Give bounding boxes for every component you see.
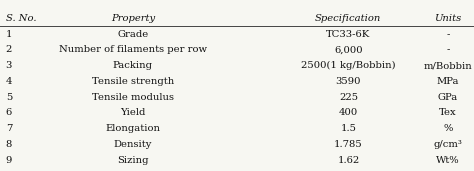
Text: Packing: Packing: [113, 61, 153, 70]
Text: 225: 225: [339, 93, 358, 102]
Text: Density: Density: [114, 140, 152, 149]
Text: S. No.: S. No.: [6, 14, 36, 23]
Text: TC33-6K: TC33-6K: [326, 30, 371, 39]
Text: 7: 7: [6, 124, 12, 133]
Text: 400: 400: [339, 108, 358, 117]
Text: 4: 4: [6, 77, 12, 86]
Text: 2: 2: [6, 45, 12, 54]
Text: 1: 1: [6, 30, 12, 39]
Text: Property: Property: [110, 14, 155, 23]
Text: 6,000: 6,000: [334, 45, 363, 54]
Text: Tensile strength: Tensile strength: [91, 77, 174, 86]
Text: 3590: 3590: [336, 77, 361, 86]
Text: GPa: GPa: [438, 93, 458, 102]
Text: MPa: MPa: [437, 77, 459, 86]
Text: 1.785: 1.785: [334, 140, 363, 149]
Text: Specification: Specification: [315, 14, 382, 23]
Text: 3: 3: [6, 61, 12, 70]
Text: g/cm³: g/cm³: [434, 140, 462, 149]
Text: 5: 5: [6, 93, 12, 102]
Text: Grade: Grade: [117, 30, 148, 39]
Text: 1.5: 1.5: [340, 124, 356, 133]
Text: Number of filaments per row: Number of filaments per row: [59, 45, 207, 54]
Text: Tensile modulus: Tensile modulus: [92, 93, 173, 102]
Text: Yield: Yield: [120, 108, 146, 117]
Text: 9: 9: [6, 156, 12, 165]
Text: 1.62: 1.62: [337, 156, 359, 165]
Text: Sizing: Sizing: [117, 156, 148, 165]
Text: %: %: [443, 124, 453, 133]
Text: Elongation: Elongation: [105, 124, 160, 133]
Text: m/Bobbin: m/Bobbin: [424, 61, 472, 70]
Text: -: -: [446, 45, 450, 54]
Text: Units: Units: [434, 14, 462, 23]
Text: -: -: [446, 30, 450, 39]
Text: Tex: Tex: [439, 108, 457, 117]
Text: Wt%: Wt%: [436, 156, 460, 165]
Text: 6: 6: [6, 108, 12, 117]
Text: 2500(1 kg/Bobbin): 2500(1 kg/Bobbin): [301, 61, 396, 70]
Text: 8: 8: [6, 140, 12, 149]
